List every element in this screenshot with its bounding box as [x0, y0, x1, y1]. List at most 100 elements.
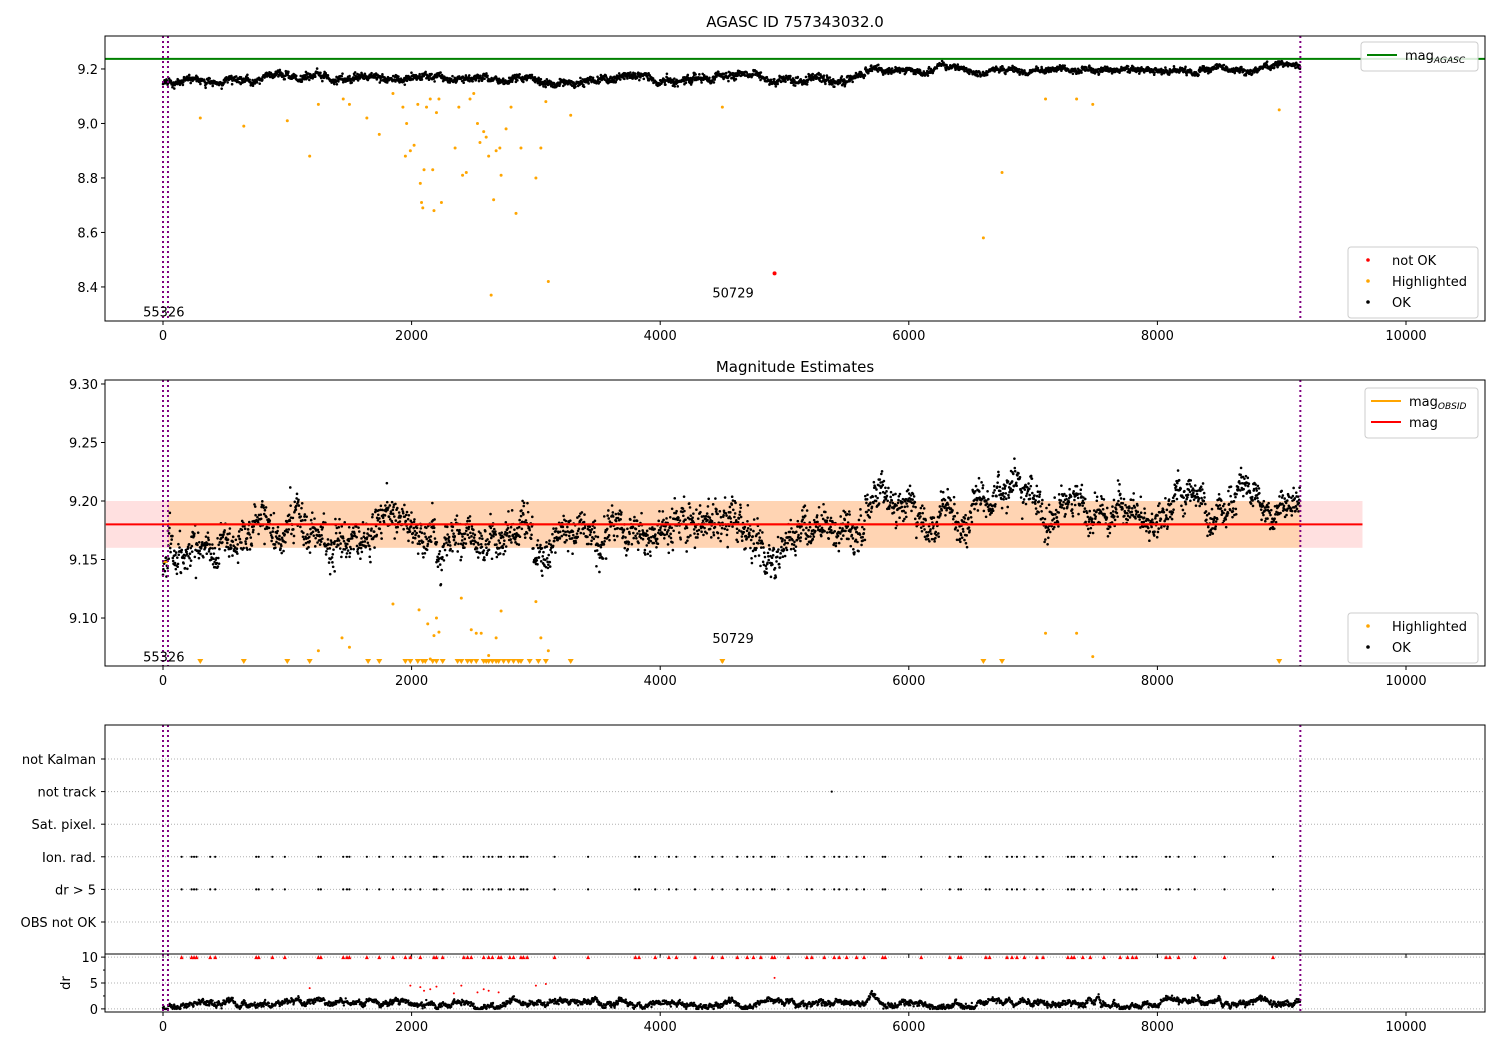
- ok-point: [746, 526, 750, 530]
- ok-point: [554, 527, 558, 530]
- ok-point: [579, 518, 583, 521]
- ok-point: [684, 81, 688, 85]
- ok-point: [217, 543, 220, 547]
- ok-point: [341, 536, 345, 540]
- ok-point: [332, 542, 336, 546]
- ok-point: [472, 536, 476, 539]
- ok-point: [490, 557, 494, 561]
- ok-point: [1264, 65, 1267, 69]
- ok-point: [413, 529, 417, 533]
- ok-point: [689, 514, 693, 517]
- ok-point: [611, 515, 615, 518]
- ok-point: [583, 526, 587, 530]
- ok-point: [371, 513, 374, 516]
- ok-point: [294, 504, 298, 508]
- ok-point: [546, 566, 550, 570]
- ok-point: [558, 84, 561, 88]
- ok-point: [370, 71, 373, 75]
- ok-point: [727, 79, 730, 83]
- ok-point: [796, 75, 800, 79]
- ok-point: [432, 77, 436, 80]
- ok-point: [769, 78, 773, 82]
- ok-point: [712, 531, 715, 534]
- highlighted-point: [432, 209, 436, 213]
- ok-point: [332, 82, 336, 86]
- ok-point: [775, 560, 778, 563]
- ok-point: [492, 534, 495, 538]
- ok-point: [168, 546, 172, 550]
- highlighted-point: [504, 127, 508, 131]
- ok-point: [460, 532, 464, 536]
- ok-point: [605, 527, 609, 531]
- ok-point: [643, 548, 647, 552]
- ok-point: [469, 542, 473, 545]
- ok-point: [353, 71, 357, 74]
- ok-point: [1097, 72, 1101, 76]
- ok-point: [537, 556, 541, 559]
- ok-point: [474, 78, 478, 82]
- ok-point: [814, 529, 817, 533]
- ok-point: [554, 529, 558, 533]
- ok-point: [510, 509, 514, 512]
- ok-point: [338, 547, 342, 550]
- highlighted-point: [494, 149, 498, 153]
- ok-point: [667, 551, 671, 555]
- ok-point: [786, 541, 790, 545]
- ok-point: [475, 547, 479, 550]
- ok-point: [744, 534, 748, 538]
- ok-point: [392, 505, 395, 509]
- ok-point: [317, 530, 320, 534]
- ok-point: [811, 72, 815, 76]
- ok-point: [596, 75, 599, 79]
- ok-point: [369, 560, 372, 564]
- highlighted-point: [482, 130, 486, 134]
- ok-point: [633, 515, 636, 519]
- ok-point: [617, 72, 621, 75]
- ok-point: [801, 518, 804, 521]
- ok-point: [497, 546, 501, 550]
- highlighted-point: [1277, 108, 1281, 112]
- ok-point: [411, 531, 415, 535]
- ok-point: [310, 511, 314, 514]
- ok-point: [371, 515, 374, 519]
- ok-point: [816, 520, 819, 524]
- ok-point: [215, 561, 219, 565]
- ok-point: [488, 540, 491, 544]
- ok-point: [350, 537, 354, 540]
- ok-point: [511, 78, 514, 82]
- ok-point: [546, 560, 549, 564]
- ok-point: [308, 540, 311, 543]
- ok-point: [918, 69, 922, 72]
- ok-point: [529, 537, 533, 541]
- ok-point: [843, 511, 847, 514]
- ok-point: [649, 554, 652, 558]
- ok-point: [375, 533, 379, 537]
- ok-point: [780, 545, 783, 549]
- ok-point: [667, 528, 670, 532]
- ok-point: [199, 82, 202, 86]
- ok-point: [180, 550, 183, 554]
- not-ok-point: [772, 271, 777, 276]
- ok-point: [714, 497, 717, 500]
- ok-point: [1164, 66, 1167, 69]
- ok-point: [733, 512, 737, 515]
- ok-point: [761, 542, 765, 545]
- ok-point: [334, 517, 337, 521]
- ok-point: [676, 85, 680, 88]
- ok-point: [489, 512, 492, 516]
- ok-point: [749, 538, 753, 542]
- ok-point: [618, 78, 622, 81]
- ok-point: [671, 548, 675, 552]
- highlighted-point: [365, 116, 369, 120]
- ok-point: [558, 82, 562, 85]
- ok-point: [769, 575, 773, 579]
- ok-point: [231, 540, 235, 543]
- ok-point: [267, 526, 271, 530]
- ok-point: [166, 566, 169, 570]
- ok-point: [731, 525, 734, 528]
- ok-point: [793, 549, 797, 553]
- ok-point: [607, 509, 610, 512]
- ok-point: [730, 503, 734, 506]
- ok-point: [292, 541, 295, 545]
